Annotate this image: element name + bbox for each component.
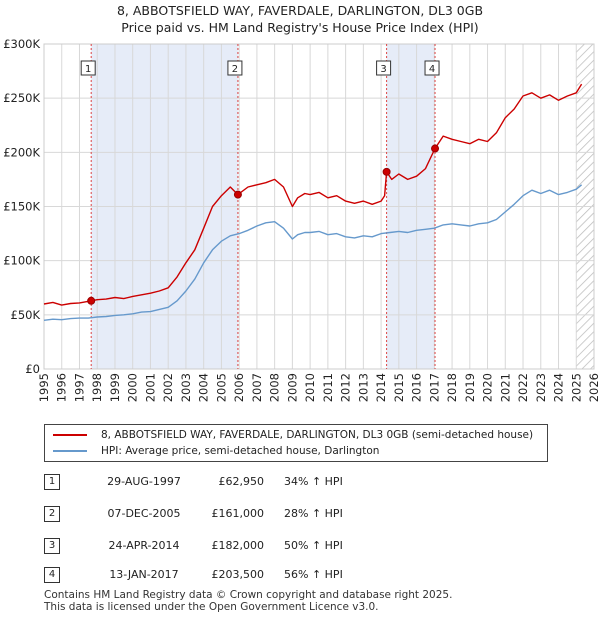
chart-title: 8, ABBOTSFIELD WAY, FAVERDALE, DARLINGTO… <box>0 2 600 36</box>
y-tick-label: £200K <box>3 145 40 159</box>
transaction-label: 4 <box>429 64 435 75</box>
x-tick-label: 2020 <box>481 373 495 402</box>
x-tick-label: 2016 <box>410 373 424 402</box>
legend-label-hpi: HPI: Average price, semi-detached house,… <box>101 445 380 457</box>
transaction-point <box>87 296 96 305</box>
transaction-point <box>382 167 391 176</box>
x-tick-label: 2001 <box>143 373 157 402</box>
property-price-line <box>43 83 583 306</box>
y-tick-label: £150K <box>3 200 40 214</box>
x-tick-label: 2012 <box>339 373 353 402</box>
x-tick-label: 1997 <box>72 373 86 402</box>
transaction-hpi-diff: 34% ↑ HPI <box>284 475 343 488</box>
legend-item-property: 8, ABBOTSFIELD WAY, FAVERDALE, DARLINGTO… <box>53 427 533 443</box>
legend-item-hpi: HPI: Average price, semi-detached house,… <box>53 443 379 459</box>
x-tick-label: 2025 <box>569 373 583 402</box>
x-tick-label: 2024 <box>552 373 566 402</box>
transaction-label: 1 <box>85 64 91 75</box>
plot-border <box>43 43 595 370</box>
table-row: 4 13-JAN-2017 £203,500 56% ↑ HPI <box>44 565 564 585</box>
transaction-price: £182,000 <box>211 539 265 552</box>
transaction-badge: 3 <box>44 538 60 554</box>
transaction-label-box <box>80 60 96 76</box>
transaction-hpi-diff: 50% ↑ HPI <box>284 539 343 552</box>
transaction-point <box>431 144 440 153</box>
transaction-hpi-diff: 28% ↑ HPI <box>284 507 343 520</box>
y-axis-ticks: £0 £50K £100K £150K £200K £250K £300K <box>3 37 40 376</box>
transaction-date: 29-AUG-1997 <box>107 475 181 488</box>
x-tick-label: 1996 <box>55 373 69 402</box>
x-axis-ticks: 1995 1996 1997 1998 1999 2000 2001 2002 2003 2004… <box>37 373 600 402</box>
series-lines <box>43 83 583 321</box>
x-tick-label: 1999 <box>108 373 122 402</box>
footer-copyright: Contains HM Land Registry data © Crown c… <box>44 589 453 601</box>
x-tick-label: 2004 <box>197 373 211 402</box>
hpi-line <box>43 184 583 321</box>
transaction-date: 24-APR-2014 <box>108 539 180 552</box>
legend-swatch-hpi <box>53 450 87 452</box>
y-tick-label: £250K <box>3 91 40 105</box>
x-tick-label: 2014 <box>374 373 388 402</box>
transaction-price: £203,500 <box>211 568 265 581</box>
x-tick-label: 2005 <box>214 373 228 402</box>
transaction-hpi-diff: 56% ↑ HPI <box>284 568 343 581</box>
x-tick-label: 2018 <box>445 373 459 402</box>
transaction-label-box <box>376 60 392 76</box>
x-tick-label: 2023 <box>534 373 548 402</box>
transaction-label: 3 <box>380 64 386 75</box>
transaction-labels: 1 2 3 4 <box>80 60 440 76</box>
x-tick-label: 2015 <box>392 373 406 402</box>
x-tick-label: 2022 <box>516 373 530 402</box>
y-tick-label: £100K <box>3 254 40 268</box>
transaction-badge: 2 <box>44 506 60 522</box>
x-tick-label: 2011 <box>321 373 335 402</box>
table-row: 2 07-DEC-2005 £161,000 28% ↑ HPI <box>44 504 564 524</box>
footer: Contains HM Land Registry data © Crown c… <box>44 589 453 613</box>
transaction-markers <box>87 144 440 305</box>
transaction-label: 2 <box>232 64 238 75</box>
x-tick-label: 1998 <box>90 373 104 402</box>
transaction-label-box <box>227 60 243 76</box>
chart-title-line1: 8, ABBOTSFIELD WAY, FAVERDALE, DARLINGTO… <box>116 3 484 18</box>
table-row: 1 29-AUG-1997 £62,950 34% ↑ HPI <box>44 472 564 492</box>
y-tick-label: £0 <box>25 362 40 376</box>
x-tick-label: 2010 <box>303 373 317 402</box>
x-tick-label: 2026 <box>587 373 600 402</box>
legend: 8, ABBOTSFIELD WAY, FAVERDALE, DARLINGTO… <box>44 424 548 462</box>
footer-licence: This data is licensed under the Open Gov… <box>44 600 379 613</box>
y-tick-label: £50K <box>11 308 41 322</box>
x-tick-label: 1995 <box>37 373 51 402</box>
x-tick-label: 2007 <box>250 373 264 402</box>
transaction-point <box>233 190 242 199</box>
x-tick-label: 2008 <box>268 373 282 402</box>
transaction-date: 13-JAN-2017 <box>109 568 179 581</box>
transaction-price: £161,000 <box>211 507 265 520</box>
x-tick-label: 2017 <box>427 373 441 402</box>
table-row: 3 24-APR-2014 £182,000 50% ↑ HPI <box>44 536 564 556</box>
chart-subtitle: Price paid vs. HM Land Registry's House … <box>121 20 479 35</box>
x-tick-label: 2003 <box>179 373 193 402</box>
x-tick-label: 2019 <box>463 373 477 402</box>
price-chart: 1 2 3 4 £0 £50K £100K £150K £200K £250K £300K 199… <box>3 37 600 402</box>
legend-label-property: 8, ABBOTSFIELD WAY, FAVERDALE, DARLINGTO… <box>101 429 534 441</box>
x-tick-label: 2000 <box>126 373 140 402</box>
transaction-date: 07-DEC-2005 <box>107 507 181 520</box>
x-tick-label: 2013 <box>356 373 370 402</box>
x-tick-label: 2009 <box>285 373 299 402</box>
y-tick-label: £300K <box>3 37 40 51</box>
transaction-price: £62,950 <box>218 475 265 488</box>
transaction-label-box <box>424 60 440 76</box>
x-tick-label: 2006 <box>232 373 246 402</box>
transaction-badge: 4 <box>44 567 60 583</box>
legend-swatch-property <box>53 434 87 436</box>
x-tick-label: 2021 <box>498 373 512 402</box>
x-tick-label: 2002 <box>161 373 175 402</box>
transaction-badge: 1 <box>44 474 60 490</box>
